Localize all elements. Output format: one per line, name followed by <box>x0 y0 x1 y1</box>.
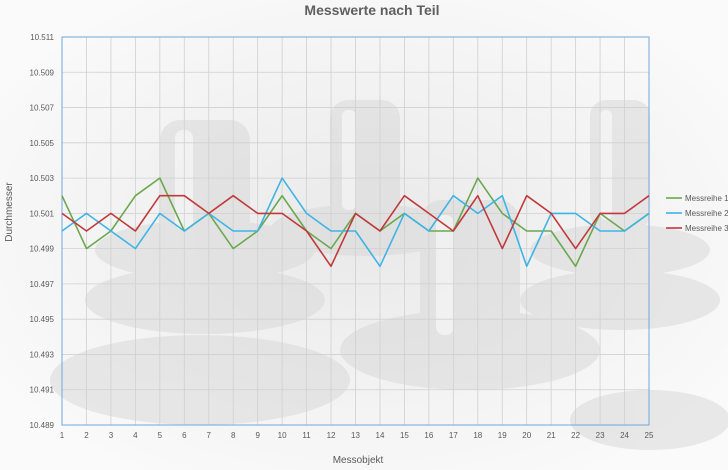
x-tick-label: 19 <box>498 431 507 440</box>
y-axis-title: Durchmesser <box>4 182 15 242</box>
x-tick-label: 14 <box>376 431 385 440</box>
y-tick-label: 10.507 <box>30 104 55 113</box>
legend-label-1: Messreihe 1 <box>685 194 728 203</box>
y-tick-label: 10.495 <box>30 315 55 324</box>
x-tick-label: 8 <box>231 431 236 440</box>
x-tick-label: 11 <box>302 431 311 440</box>
x-tick-label: 10 <box>278 431 287 440</box>
x-tick-label: 6 <box>182 431 187 440</box>
y-tick-label: 10.491 <box>30 386 55 395</box>
y-axis-ticks: 10.489 10.491 10.493 10.495 10.497 10.499 10.5… <box>30 33 55 430</box>
x-tick-label: 21 <box>547 431 556 440</box>
x-tick-label: 7 <box>207 431 212 440</box>
legend-label-3: Messreihe 3 <box>685 224 728 233</box>
series-line-3 <box>61 194 650 268</box>
x-tick-label: 17 <box>449 431 458 440</box>
x-tick-label: 13 <box>351 431 360 440</box>
x-tick-label: 15 <box>400 431 409 440</box>
x-tick-label: 16 <box>424 431 433 440</box>
chart-title: Messwerte nach Teil <box>304 2 439 18</box>
x-tick-label: 5 <box>158 431 163 440</box>
y-tick-label: 10.497 <box>30 280 55 289</box>
y-tick-label: 10.505 <box>30 139 55 148</box>
x-tick-label: 18 <box>473 431 482 440</box>
x-tick-label: 4 <box>133 431 138 440</box>
x-tick-label: 2 <box>84 431 89 440</box>
x-tick-label: 3 <box>109 431 114 440</box>
y-tick-label: 10.501 <box>30 209 55 218</box>
y-tick-label: 10.511 <box>30 33 54 42</box>
y-tick-label: 10.489 <box>30 421 55 430</box>
legend: Messreihe 1 Messreihe 2 Messreihe 3 <box>666 194 728 233</box>
x-axis-ticks: 1 2 3 4 5 6 7 8 9 10 11 12 13 14 15 16 17 18 19 20 21 22 23 24 2… <box>60 431 654 440</box>
x-tick-label: 1 <box>60 431 65 440</box>
y-tick-label: 10.493 <box>30 350 55 359</box>
x-tick-label: 9 <box>255 431 260 440</box>
x-tick-label: 24 <box>620 431 629 440</box>
x-tick-label: 23 <box>596 431 605 440</box>
series-lines <box>61 177 650 268</box>
y-tick-label: 10.499 <box>30 245 55 254</box>
y-tick-label: 10.509 <box>30 68 55 77</box>
x-tick-label: 22 <box>571 431 580 440</box>
y-tick-label: 10.503 <box>30 174 55 183</box>
x-axis-title: Messobjekt <box>333 455 384 466</box>
legend-label-2: Messreihe 2 <box>685 209 728 218</box>
x-tick-label: 20 <box>522 431 531 440</box>
x-tick-label: 25 <box>645 431 654 440</box>
x-tick-label: 12 <box>327 431 336 440</box>
